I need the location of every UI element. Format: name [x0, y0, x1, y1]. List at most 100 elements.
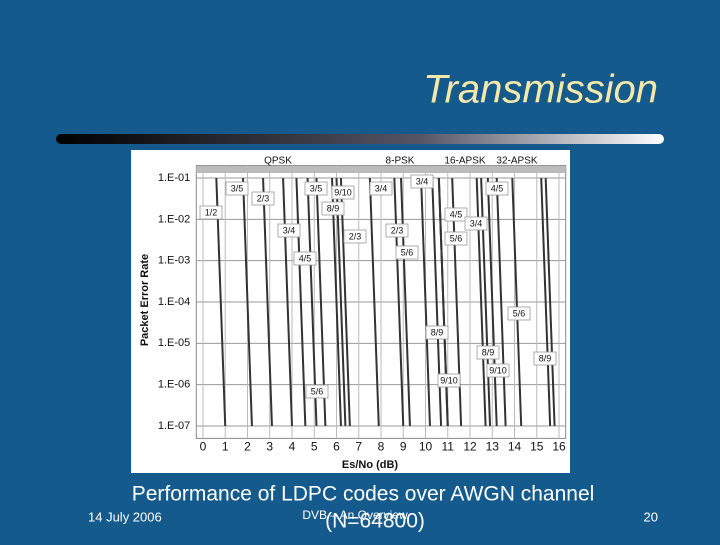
annotation-box — [425, 325, 449, 340]
annotation: 3/4 — [283, 225, 296, 235]
y-tick-label: 1.E-06 — [158, 379, 190, 391]
x-axis-title: Es/No (dB) — [342, 459, 399, 471]
footer-date: 14 July 2006 — [88, 509, 162, 524]
curve — [335, 178, 347, 426]
x-tick-label: 16 — [552, 440, 566, 454]
annotation-box — [305, 384, 329, 399]
x-tick-label: 2 — [244, 440, 251, 454]
annotation-box — [321, 201, 345, 216]
annotation-box — [343, 229, 367, 244]
annotation: 8/9 — [482, 347, 495, 357]
annotation-box — [251, 191, 275, 206]
annotation-box — [225, 181, 249, 196]
y-tick-label: 1.E-05 — [158, 337, 190, 349]
annotation-box — [369, 181, 393, 196]
curve — [393, 178, 405, 426]
footer-text: DVB – An Overview — [302, 508, 408, 522]
annotation-box — [199, 205, 223, 220]
x-tick-label: 6 — [333, 440, 340, 454]
annotation: 3/5 — [231, 183, 244, 193]
annotation-box — [293, 251, 317, 266]
annotation: 2/3 — [257, 193, 270, 203]
x-tick-label: 13 — [486, 440, 500, 454]
annotation: 4/5 — [491, 183, 504, 193]
group-label: 16-APSK — [444, 156, 485, 167]
annotation: 5/6 — [401, 247, 414, 257]
x-tick-label: 8 — [378, 440, 385, 454]
group-label: 8-PSK — [386, 156, 415, 167]
annotation-box — [485, 181, 509, 196]
annotation-box — [444, 207, 468, 222]
annotation: 5/6 — [311, 386, 324, 396]
y-tick-label: 1.E-02 — [158, 213, 190, 225]
group-label: 32-APSK — [496, 156, 537, 167]
annotation-box — [395, 245, 419, 260]
group-label: QPSK — [264, 156, 292, 167]
annotation: 5/6 — [513, 308, 526, 318]
annotation: 5/6 — [450, 233, 463, 243]
y-tick-label: 1.E-07 — [158, 420, 190, 432]
curve — [495, 178, 507, 426]
annotation-box — [507, 306, 531, 321]
slide-title: Transmission — [423, 68, 658, 112]
y-tick-label: 1.E-04 — [158, 296, 190, 308]
y-axis-title: Packet Error Rate — [139, 254, 151, 346]
annotation: 9/10 — [440, 375, 458, 385]
caption-note: (N=64800) — [325, 510, 425, 533]
x-tick-label: 12 — [463, 440, 477, 454]
x-tick-label: 7 — [355, 440, 362, 454]
annotation-box — [277, 223, 301, 238]
annotation-box — [304, 181, 328, 196]
x-tick-label: 5 — [311, 440, 318, 454]
annotation: 4/5 — [450, 209, 463, 219]
title-rule — [56, 134, 664, 144]
annotation: 3/4 — [470, 218, 483, 228]
page-number: 20 — [644, 509, 658, 524]
annotation: 9/10 — [489, 365, 507, 375]
annotation-box — [444, 231, 468, 246]
annotation-box — [437, 373, 461, 388]
curve — [420, 178, 431, 426]
annotation: 8/9 — [539, 353, 552, 363]
x-tick-label: 1 — [222, 440, 229, 454]
annotation: 3/4 — [416, 176, 429, 186]
x-tick-label: 15 — [530, 440, 544, 454]
y-tick-label: 1.E-03 — [158, 255, 190, 267]
annotation: 8/9 — [327, 203, 340, 213]
x-tick-label: 0 — [200, 440, 207, 454]
x-tick-label: 11 — [442, 440, 455, 454]
annotation: 8/9 — [431, 327, 444, 337]
curve — [242, 178, 253, 426]
annotation-box — [486, 363, 510, 378]
annotation-box — [533, 351, 557, 366]
annotation: 2/3 — [391, 225, 404, 235]
curve — [295, 178, 307, 426]
annotation-box — [410, 174, 434, 189]
caption: Performance of LDPC codes over AWGN chan… — [132, 483, 595, 506]
curve — [339, 178, 351, 426]
annotation: 9/10 — [334, 187, 352, 197]
annotation-box — [331, 185, 355, 200]
annotation-box — [385, 223, 409, 238]
group-band — [196, 166, 566, 173]
x-tick-label: 9 — [400, 440, 407, 454]
annotation-box — [476, 345, 500, 360]
curve — [511, 178, 523, 426]
x-tick-label: 4 — [289, 440, 296, 454]
curve — [540, 178, 552, 426]
annotation: 3/5 — [310, 183, 323, 193]
curve — [400, 178, 411, 426]
annotation: 3/4 — [375, 183, 388, 193]
curve — [282, 178, 293, 426]
x-tick-label: 3 — [266, 440, 273, 454]
curve — [544, 178, 556, 426]
x-tick-label: 10 — [419, 440, 433, 454]
y-tick-label: 1.E-01 — [158, 172, 190, 184]
curve — [486, 178, 498, 426]
annotation-box — [464, 216, 488, 231]
annotation: 2/3 — [349, 231, 362, 241]
annotation: 1/2 — [205, 207, 218, 217]
curve — [262, 178, 273, 426]
